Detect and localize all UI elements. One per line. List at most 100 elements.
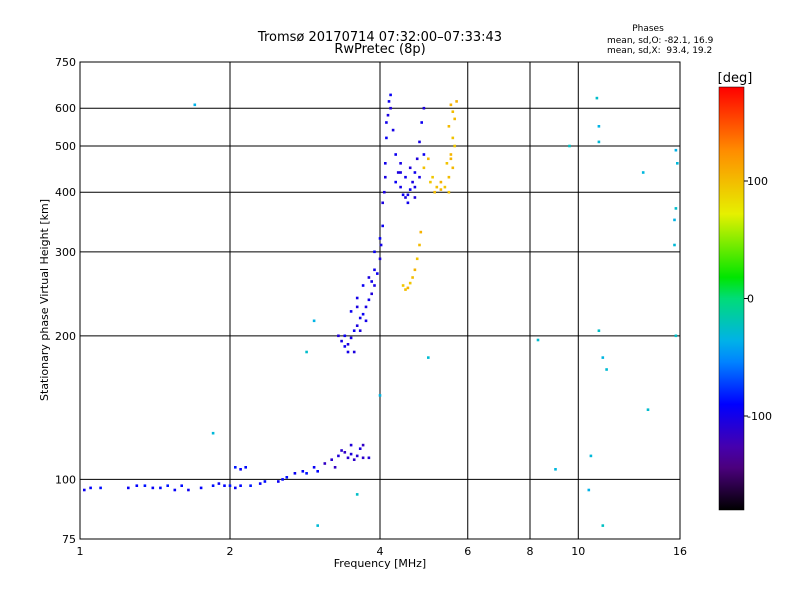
data-point <box>404 196 407 199</box>
data-point <box>401 284 405 287</box>
data-point <box>234 466 237 469</box>
data-point <box>404 288 407 291</box>
data-point <box>193 103 197 107</box>
data-point <box>451 110 455 113</box>
data-point <box>439 188 443 191</box>
data-point <box>166 484 169 487</box>
data-point <box>589 454 593 458</box>
data-point <box>597 140 601 144</box>
data-point <box>330 458 333 461</box>
data-point <box>449 157 453 161</box>
data-point <box>228 484 232 487</box>
data-point <box>435 185 439 189</box>
data-point <box>312 319 316 323</box>
data-point <box>281 478 284 481</box>
data-point <box>413 268 417 272</box>
data-point <box>135 484 139 487</box>
data-point <box>597 125 601 128</box>
data-point <box>239 484 242 487</box>
x-tick-label: 1 <box>77 545 84 558</box>
data-point <box>674 334 678 338</box>
data-point <box>399 162 402 165</box>
data-point <box>211 484 215 487</box>
data-point <box>381 224 384 228</box>
data-point <box>364 319 368 323</box>
data-point <box>143 484 147 487</box>
data-point <box>389 93 392 97</box>
colorbar-tick-label: -100 <box>747 410 772 423</box>
data-point <box>418 140 421 144</box>
data-point <box>337 454 340 458</box>
x-tick-label: 2 <box>227 545 234 558</box>
data-point <box>305 472 308 475</box>
data-point <box>373 268 376 272</box>
data-point <box>383 190 386 194</box>
data-point <box>355 454 359 458</box>
data-point <box>373 250 376 254</box>
x-tick-label: 4 <box>377 545 384 558</box>
data-point <box>358 447 362 450</box>
data-point <box>386 113 390 117</box>
data-point <box>646 408 650 411</box>
phases-title: Phases <box>632 24 664 34</box>
data-point <box>674 148 678 152</box>
data-point <box>447 190 451 194</box>
data-point <box>641 171 645 174</box>
data-point <box>249 484 252 487</box>
data-point <box>415 257 419 261</box>
data-point <box>385 136 388 140</box>
data-point <box>676 162 679 165</box>
data-point <box>370 280 373 283</box>
data-point <box>346 343 350 346</box>
x-tick-label: 10 <box>571 545 585 558</box>
data-point <box>244 466 247 469</box>
y-tick-label: 750 <box>55 56 76 69</box>
data-point <box>378 237 382 240</box>
data-point <box>312 466 316 469</box>
data-point <box>316 470 319 473</box>
data-point <box>445 162 449 165</box>
data-point <box>601 356 605 359</box>
data-point <box>352 458 356 461</box>
data-point <box>396 171 400 174</box>
phases-line1: mean, sd,O: -82.1, 16.9 <box>607 36 714 46</box>
data-point <box>381 201 384 205</box>
data-point <box>343 451 347 454</box>
data-point <box>419 230 423 234</box>
data-point <box>418 175 421 179</box>
data-point <box>406 193 410 197</box>
data-point <box>285 476 289 479</box>
data-point <box>199 486 203 490</box>
chart-title: Tromsø 20170714 07:32:00–07:33:43 <box>257 30 502 45</box>
data-point <box>439 180 443 184</box>
data-point <box>83 488 86 492</box>
data-point <box>413 196 417 199</box>
data-point <box>187 488 190 492</box>
data-point <box>451 136 455 140</box>
data-point <box>394 153 397 156</box>
colorbar-tick-label: 100 <box>747 175 768 188</box>
data-point <box>352 329 356 332</box>
plot-frame <box>79 61 681 540</box>
x-axis-ticks: 1 2 4 6 8 10 16 <box>77 545 688 558</box>
y-tick-label: 100 <box>55 473 76 486</box>
data-point <box>355 324 359 327</box>
data-point <box>361 443 365 447</box>
data-point <box>355 493 359 496</box>
data-point <box>595 96 599 100</box>
data-point <box>379 243 383 247</box>
y-tick-label: 300 <box>55 246 76 259</box>
data-point <box>367 298 371 302</box>
data-point <box>422 166 426 170</box>
data-point <box>443 185 447 189</box>
y-axis-label: Stationary phase Virtual Height [km] <box>38 199 51 401</box>
data-point <box>404 175 407 179</box>
data-point <box>411 276 414 279</box>
data-point <box>406 201 410 205</box>
data-point <box>378 394 382 397</box>
data-point <box>223 484 226 487</box>
data-point <box>358 329 362 332</box>
data-point <box>239 468 242 471</box>
data-point <box>340 449 343 452</box>
